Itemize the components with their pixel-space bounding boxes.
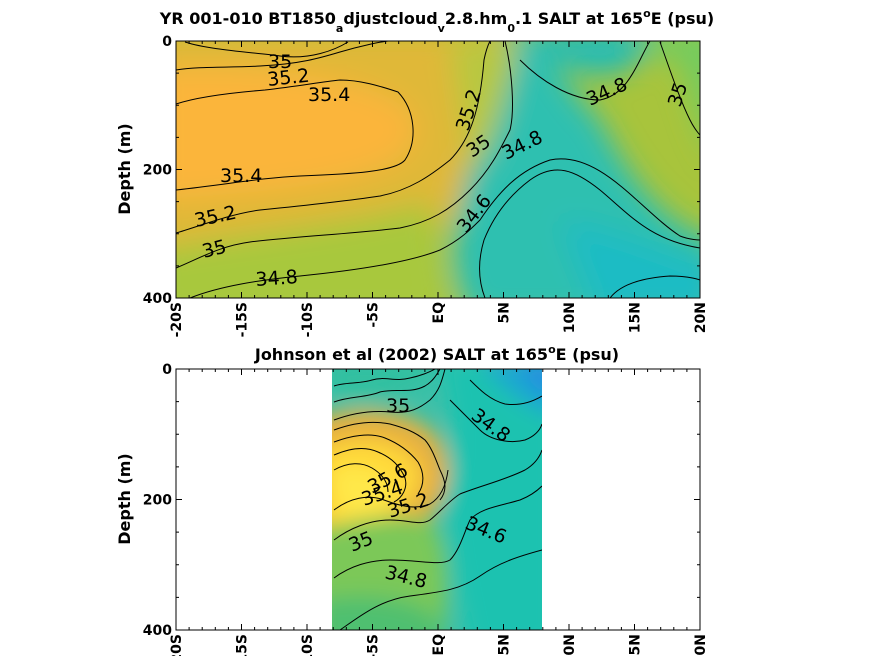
y-axis-label: Depth (m) bbox=[115, 123, 134, 215]
y-tick-label: 400 bbox=[143, 623, 172, 639]
x-tick-label: 10N bbox=[562, 634, 578, 656]
chart-title: YR 001-010 BT1850adjustcloudv2.8.hm0.1 S… bbox=[159, 7, 714, 35]
y-tick-label: 400 bbox=[143, 291, 172, 307]
contour-label: 35.4 bbox=[220, 165, 262, 187]
x-tick-label: -15S bbox=[235, 634, 251, 656]
contour-label: 35.2 bbox=[266, 65, 310, 91]
contour-label: 35.4 bbox=[308, 84, 350, 106]
x-tick-label: EQ bbox=[431, 302, 447, 324]
x-tick-label: 15N bbox=[628, 302, 644, 333]
chart-panel-model: YR 001-010 BT1850adjustcloudv2.8.hm0.1 S… bbox=[115, 7, 714, 337]
x-tick-label: -10S bbox=[300, 634, 316, 656]
x-tick-label: EQ bbox=[431, 634, 447, 656]
y-axis-label: Depth (m) bbox=[115, 453, 134, 545]
axis-ticks: -20S -15S -10S -5S EQ 5N 10N 15N 20N 0 200 400 bbox=[143, 362, 709, 656]
x-tick-label: 15N bbox=[628, 634, 644, 656]
x-tick-label: -20S bbox=[169, 634, 185, 656]
contour-label: 34.8 bbox=[255, 266, 299, 291]
x-tick-label: 5N bbox=[497, 634, 513, 655]
y-tick-label: 200 bbox=[143, 493, 172, 509]
x-tick-label: -5S bbox=[366, 302, 382, 328]
contour-lines bbox=[176, 41, 700, 298]
x-tick-label: -20S bbox=[169, 302, 185, 337]
contour-label: 35 bbox=[268, 51, 292, 73]
x-tick-label: -5S bbox=[366, 634, 382, 656]
x-tick-label: -15S bbox=[235, 302, 251, 337]
chart-panel-observed: Johnson et al (2002) SALT at 165oE (psu) bbox=[115, 343, 709, 656]
x-tick-label: 5N bbox=[497, 302, 513, 323]
contour-lines bbox=[333, 369, 542, 630]
y-tick-label: 0 bbox=[162, 362, 172, 378]
x-tick-label: 20N bbox=[693, 302, 709, 333]
contour-label: 35 bbox=[386, 395, 410, 417]
y-tick-label: 200 bbox=[143, 163, 172, 179]
x-tick-label: 20N bbox=[693, 634, 709, 656]
chart-title: Johnson et al (2002) SALT at 165oE (psu) bbox=[254, 343, 619, 364]
y-tick-label: 0 bbox=[162, 34, 172, 50]
x-tick-label: 10N bbox=[562, 302, 578, 333]
x-tick-label: -10S bbox=[300, 302, 316, 337]
axis-ticks: -20S -15S -10S -5S EQ 5N 10N 15N 20N 0 200 400 bbox=[143, 34, 709, 337]
contour-labels: 35 35.2 35.4 35.4 35.2 35 34.8 35.2 35 3… bbox=[192, 51, 692, 291]
salinity-field bbox=[176, 41, 700, 298]
salinity-field bbox=[332, 369, 542, 630]
